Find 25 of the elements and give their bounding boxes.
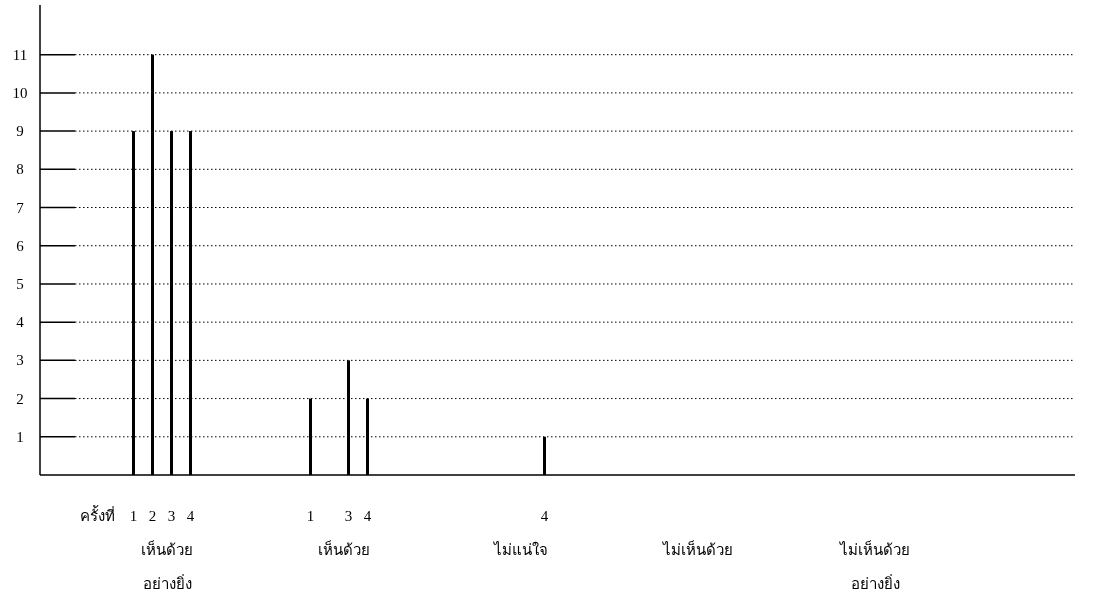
category-label: เห็นด้วย อย่างยิ่ง [141,542,193,592]
y-tick-label: 4 [16,314,25,331]
y-tick-label: 10 [12,84,28,101]
y-tick-label: 9 [16,123,24,140]
text: 3 [344,508,353,524]
y-tick-label: 2 [16,390,24,407]
y-tick-label: 11 [12,46,28,63]
y-tick-label: 3 [16,352,24,369]
text: 1 [306,508,315,524]
y-tick-label: 7 [16,199,25,216]
legend-title: ครั้งที่ [80,505,115,524]
x-tick-label: ไม่เห็นด้วย [662,540,733,558]
text: 1 [129,508,138,524]
category-label: ไม่เห็นด้วย อย่างยิ่ง [840,542,910,592]
text: 2 [148,508,157,524]
text: 3 [167,508,176,524]
text: 4 [186,508,195,524]
y-tick-label: 1 [16,428,24,445]
text: 4 [540,508,549,524]
y-tick-label: 5 [16,275,24,292]
x-tick-label: ไม่แน่ใจ [493,541,548,558]
x-tick-label: เห็นด้วย [318,540,370,558]
y-tick-label: 8 [16,161,24,178]
text: 4 [363,508,372,524]
y-tick-label: 6 [16,237,25,254]
